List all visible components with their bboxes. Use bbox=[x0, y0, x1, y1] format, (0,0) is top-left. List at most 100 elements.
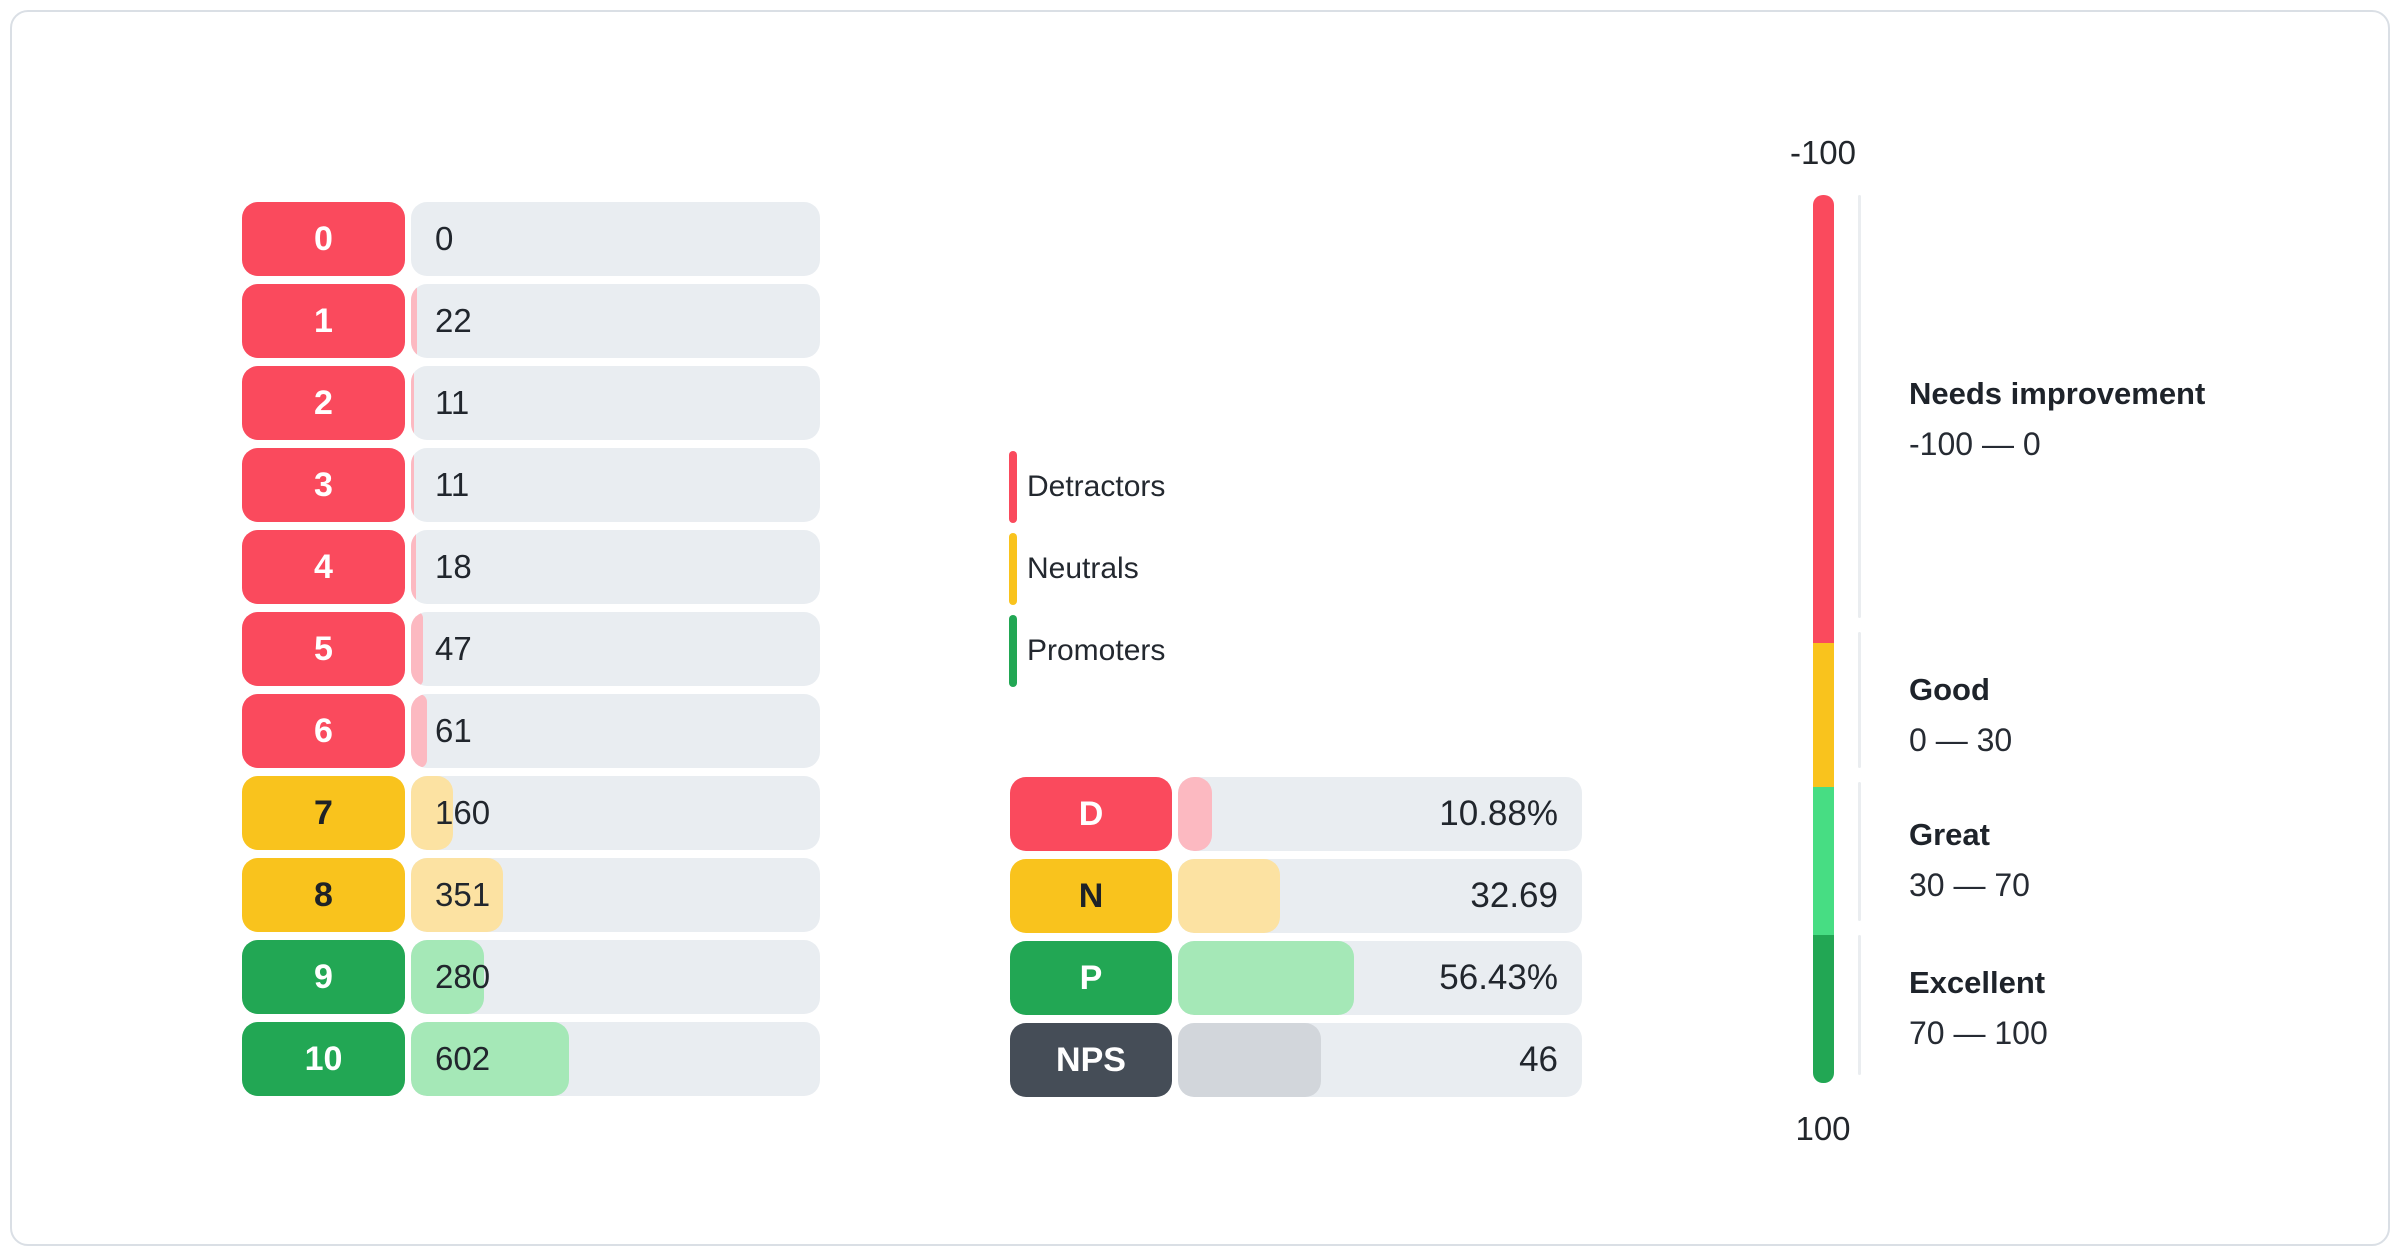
score-row[interactable]: 1 22 bbox=[242, 284, 820, 358]
score-label: 7 bbox=[242, 776, 405, 850]
gauge-zone-range: -100 — 0 bbox=[1909, 425, 2041, 462]
score-track: 61 bbox=[411, 694, 820, 768]
summary-row[interactable]: D 10.88% bbox=[1010, 777, 1582, 851]
score-count: 11 bbox=[435, 384, 470, 421]
score-label: 0 bbox=[242, 202, 405, 276]
score-row[interactable]: 8 351 bbox=[242, 858, 820, 932]
score-track: 351 bbox=[411, 858, 820, 932]
summary-value: 32.69 bbox=[1470, 876, 1558, 915]
score-row[interactable]: 10 602 bbox=[242, 1022, 820, 1096]
score-track: 18 bbox=[411, 530, 820, 604]
gauge-zone-text: Needs improvement -100 — 0 bbox=[1909, 195, 2400, 643]
gauge-zone-labels: Needs improvement -100 — 0 Good 0 — 30 Great… bbox=[1909, 195, 2400, 1083]
legend-swatch-icon bbox=[1009, 615, 1017, 687]
score-label: 2 bbox=[242, 366, 405, 440]
legend-swatch-icon bbox=[1009, 533, 1017, 605]
score-fill bbox=[411, 694, 427, 768]
summary-value: 46 bbox=[1519, 1040, 1558, 1079]
summary-fill bbox=[1178, 941, 1354, 1015]
score-row[interactable]: 6 61 bbox=[242, 694, 820, 768]
summary-value: 10.88% bbox=[1439, 794, 1558, 833]
score-fill bbox=[411, 1022, 569, 1096]
summary-row[interactable]: P 56.43% bbox=[1010, 941, 1582, 1015]
score-count: 61 bbox=[435, 712, 472, 749]
gauge-zone-range: 0 — 30 bbox=[1909, 721, 2013, 758]
gauge-zone-text: Excellent 70 — 100 bbox=[1909, 935, 2400, 1083]
score-fill bbox=[411, 940, 485, 1014]
score-track: 47 bbox=[411, 612, 820, 686]
summary-value: 56.43% bbox=[1439, 958, 1558, 997]
summary-track: 32.69 bbox=[1178, 859, 1582, 933]
score-track: 0 bbox=[411, 202, 820, 276]
summary-track: 56.43% bbox=[1178, 941, 1582, 1015]
summary-label: NPS bbox=[1010, 1023, 1172, 1097]
score-fill bbox=[411, 530, 416, 604]
score-count: 11 bbox=[435, 466, 470, 503]
score-row[interactable]: 5 47 bbox=[242, 612, 820, 686]
legend-item[interactable]: Detractors bbox=[1009, 451, 1165, 523]
gauge-zone-range: 30 — 70 bbox=[1909, 867, 2030, 904]
gauge-zone-title: Good bbox=[1909, 671, 1990, 707]
score-track: 11 bbox=[411, 448, 820, 522]
legend: Detractors Neutrals Promoters bbox=[1009, 451, 1165, 687]
score-row[interactable]: 2 11 bbox=[242, 366, 820, 440]
score-track: 160 bbox=[411, 776, 820, 850]
score-fill bbox=[411, 284, 417, 358]
gauge-zone-segment bbox=[1813, 787, 1834, 935]
score-distribution: 0 0 1 22 2 11 3 11 4 18 5 47 6 61 7 160 8 351 9 280 10 602 bbox=[242, 202, 820, 1104]
nps-scale-gauge: -100 Needs improvement -100 — 0 Good 0 — 30… bbox=[1790, 135, 2400, 1147]
legend-label: Neutrals bbox=[1027, 552, 1139, 585]
gauge-zone-title: Great bbox=[1909, 817, 1990, 853]
score-count: 22 bbox=[435, 302, 472, 339]
summary-track: 46 bbox=[1178, 1023, 1582, 1097]
gauge-divider-segment bbox=[1858, 935, 1861, 1075]
legend-item[interactable]: Promoters bbox=[1009, 615, 1165, 687]
dashboard-card: 0 0 1 22 2 11 3 11 4 18 5 47 6 61 7 160 8 351 9 280 10 602 De… bbox=[10, 10, 2390, 1246]
score-label: 3 bbox=[242, 448, 405, 522]
summary-track: 10.88% bbox=[1178, 777, 1582, 851]
score-row[interactable]: 9 280 bbox=[242, 940, 820, 1014]
score-fill bbox=[411, 448, 414, 522]
score-track: 11 bbox=[411, 366, 820, 440]
score-count: 18 bbox=[435, 548, 472, 585]
summary-label: P bbox=[1010, 941, 1172, 1015]
score-count: 160 bbox=[435, 794, 491, 831]
score-row[interactable]: 3 11 bbox=[242, 448, 820, 522]
summary-fill bbox=[1178, 777, 1212, 851]
legend-label: Promoters bbox=[1027, 634, 1166, 667]
gauge-zone-segment bbox=[1813, 195, 1834, 644]
score-fill bbox=[411, 612, 424, 686]
score-label: 1 bbox=[242, 284, 405, 358]
score-row[interactable]: 7 160 bbox=[242, 776, 820, 850]
legend-swatch-icon bbox=[1009, 451, 1017, 523]
score-label: 9 bbox=[242, 940, 405, 1014]
score-track: 22 bbox=[411, 284, 820, 358]
legend-label: Detractors bbox=[1027, 470, 1166, 503]
gauge-zone-range: 70 — 100 bbox=[1909, 1015, 2048, 1052]
gauge-zone-segment bbox=[1813, 934, 1834, 1083]
score-count: 351 bbox=[435, 876, 491, 913]
score-count: 0 bbox=[435, 220, 454, 257]
score-fill bbox=[411, 858, 503, 932]
score-label: 10 bbox=[242, 1022, 405, 1096]
summary-fill bbox=[1178, 859, 1280, 933]
summary-label: N bbox=[1010, 859, 1172, 933]
score-label: 6 bbox=[242, 694, 405, 768]
score-track: 602 bbox=[411, 1022, 820, 1096]
nps-summary: D 10.88% N 32.69 P 56.43% NPS 46 bbox=[1010, 777, 1582, 1105]
score-row[interactable]: 4 18 bbox=[242, 530, 820, 604]
gauge-zone-text: Great 30 — 70 bbox=[1909, 787, 2400, 934]
gauge-zone-text: Good 0 — 30 bbox=[1909, 643, 2400, 787]
score-label: 4 bbox=[242, 530, 405, 604]
score-count: 280 bbox=[435, 958, 491, 995]
score-fill bbox=[411, 366, 414, 440]
summary-label: D bbox=[1010, 777, 1172, 851]
summary-row[interactable]: N 32.69 bbox=[1010, 859, 1582, 933]
gauge-divider bbox=[1858, 195, 1861, 1075]
score-label: 5 bbox=[242, 612, 405, 686]
gauge-zone-title: Excellent bbox=[1909, 965, 2046, 1001]
gauge-min-label: -100 bbox=[1789, 134, 1857, 171]
legend-item[interactable]: Neutrals bbox=[1009, 533, 1165, 605]
summary-row[interactable]: NPS 46 bbox=[1010, 1023, 1582, 1097]
